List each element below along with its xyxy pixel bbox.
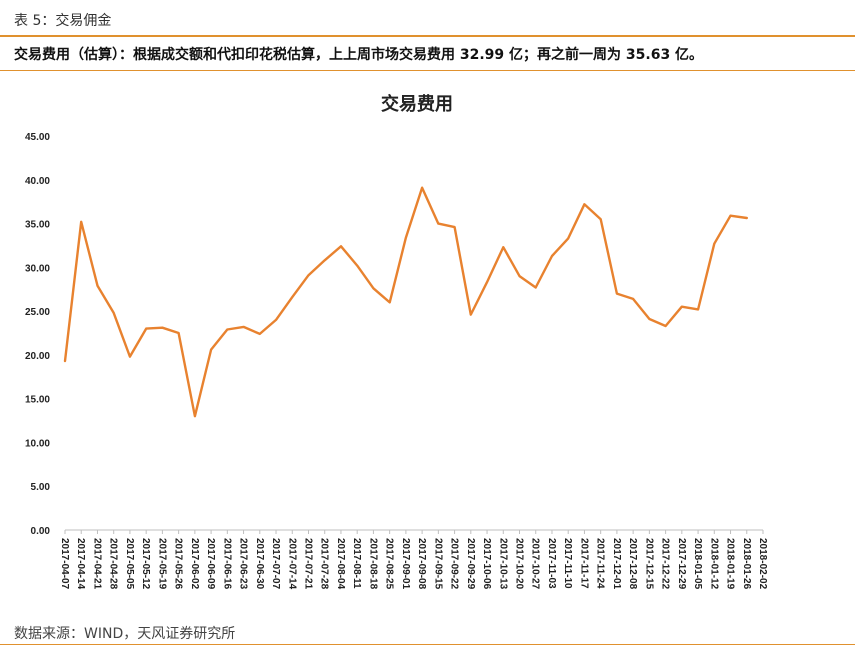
y-tick-label: 5.00 <box>31 482 51 493</box>
x-tick-label: 2017-04-28 <box>108 538 119 590</box>
x-tick-label: 2017-10-06 <box>481 538 492 590</box>
x-tick-label: 2017-04-14 <box>75 538 86 590</box>
x-tick-label: 2017-10-27 <box>530 538 541 590</box>
x-tick-label: 2017-11-03 <box>546 538 557 589</box>
y-tick-label: 25.00 <box>25 307 50 318</box>
table-title: 表 5：交易佣金 <box>14 13 112 29</box>
x-tick-label: 2017-12-29 <box>676 538 687 590</box>
summary-text: 交易费用（估算）：根据成交额和代扣印花税估算，上上周市场交易费用 32.99 亿… <box>14 47 704 63</box>
x-tick-label: 2017-12-08 <box>627 538 638 590</box>
y-axis-ticks: 0.00 5.00 10.00 15.00 20.00 25.00 30.00 35.00 40… <box>25 132 50 537</box>
x-tick-label: 2017-11-17 <box>578 538 589 589</box>
summary-divider <box>0 70 855 71</box>
x-tick-label: 2017-12-22 <box>660 538 671 590</box>
x-tick-label: 2017-11-10 <box>562 538 573 589</box>
x-tick-label: 2017-06-30 <box>254 538 265 590</box>
x-tick-label: 2017-07-14 <box>286 538 297 590</box>
top-divider <box>0 35 855 37</box>
x-tick-label: 2017-08-04 <box>335 538 346 590</box>
x-tick-label: 2017-09-15 <box>432 538 443 590</box>
x-tick-label: 2017-12-01 <box>611 538 622 590</box>
x-tick-label: 2017-05-26 <box>173 538 184 590</box>
series-trading-fee <box>63 186 748 418</box>
y-tick-label: 40.00 <box>25 176 50 187</box>
x-tick-label: 2017-12-15 <box>643 538 654 590</box>
source-note: 数据来源：WIND，天风证券研究所 <box>14 626 236 642</box>
x-tick-label: 2017-06-02 <box>189 538 200 590</box>
x-tick-label: 2017-08-11 <box>351 538 362 589</box>
x-tick-label: 2018-02-02 <box>757 538 768 590</box>
chart-title: 交易费用 <box>381 93 453 115</box>
x-tick-label: 2017-10-20 <box>514 538 525 590</box>
series-line <box>63 186 748 418</box>
x-tick-label: 2017-04-21 <box>91 538 102 590</box>
x-tick-label: 2017-05-19 <box>156 538 167 590</box>
x-tick-label: 2017-04-07 <box>59 538 70 590</box>
y-tick-label: 45.00 <box>25 132 50 143</box>
x-tick-label: 2017-07-21 <box>302 538 313 590</box>
y-tick-label: 15.00 <box>25 395 50 406</box>
x-tick-label: 2017-09-08 <box>416 538 427 590</box>
x-tick-label: 2017-09-01 <box>400 538 411 590</box>
x-tick-label: 2018-01-26 <box>741 538 752 590</box>
x-tick-label: 2018-01-19 <box>725 538 736 590</box>
x-tick-label: 2017-11-24 <box>595 538 606 589</box>
x-tick-label: 2017-08-25 <box>384 538 395 590</box>
x-tick-label: 2017-06-16 <box>221 538 232 590</box>
x-tick-label: 2018-01-05 <box>692 538 703 590</box>
y-tick-label: 35.00 <box>25 220 50 231</box>
x-axis <box>64 529 764 534</box>
x-tick-label: 2017-08-18 <box>367 538 378 590</box>
y-tick-label: 10.00 <box>25 438 50 449</box>
x-tick-label: 2017-09-29 <box>465 538 476 590</box>
x-tick-label: 2017-06-09 <box>205 538 216 590</box>
y-tick-label: 0.00 <box>31 526 51 537</box>
y-tick-label: 20.00 <box>25 351 50 362</box>
x-tick-label: 2017-05-12 <box>140 538 151 590</box>
x-axis-ticks: 2017-04-07 2017-04-14 2017-04-21 2017-04-28… <box>59 538 768 590</box>
y-tick-label: 30.00 <box>25 263 50 274</box>
x-tick-label: 2018-01-12 <box>708 538 719 590</box>
x-tick-label: 2017-09-22 <box>449 538 460 590</box>
x-tick-label: 2017-05-05 <box>124 538 135 590</box>
x-tick-label: 2017-07-28 <box>319 538 330 590</box>
x-tick-label: 2017-07-07 <box>270 538 281 590</box>
x-tick-label: 2017-10-13 <box>497 538 508 590</box>
x-tick-label: 2017-06-23 <box>238 538 249 590</box>
line-chart: 交易费用 0.00 5.00 10.00 15.00 20.00 25.00 30.00 35… <box>25 93 768 590</box>
bottom-divider <box>0 644 855 645</box>
